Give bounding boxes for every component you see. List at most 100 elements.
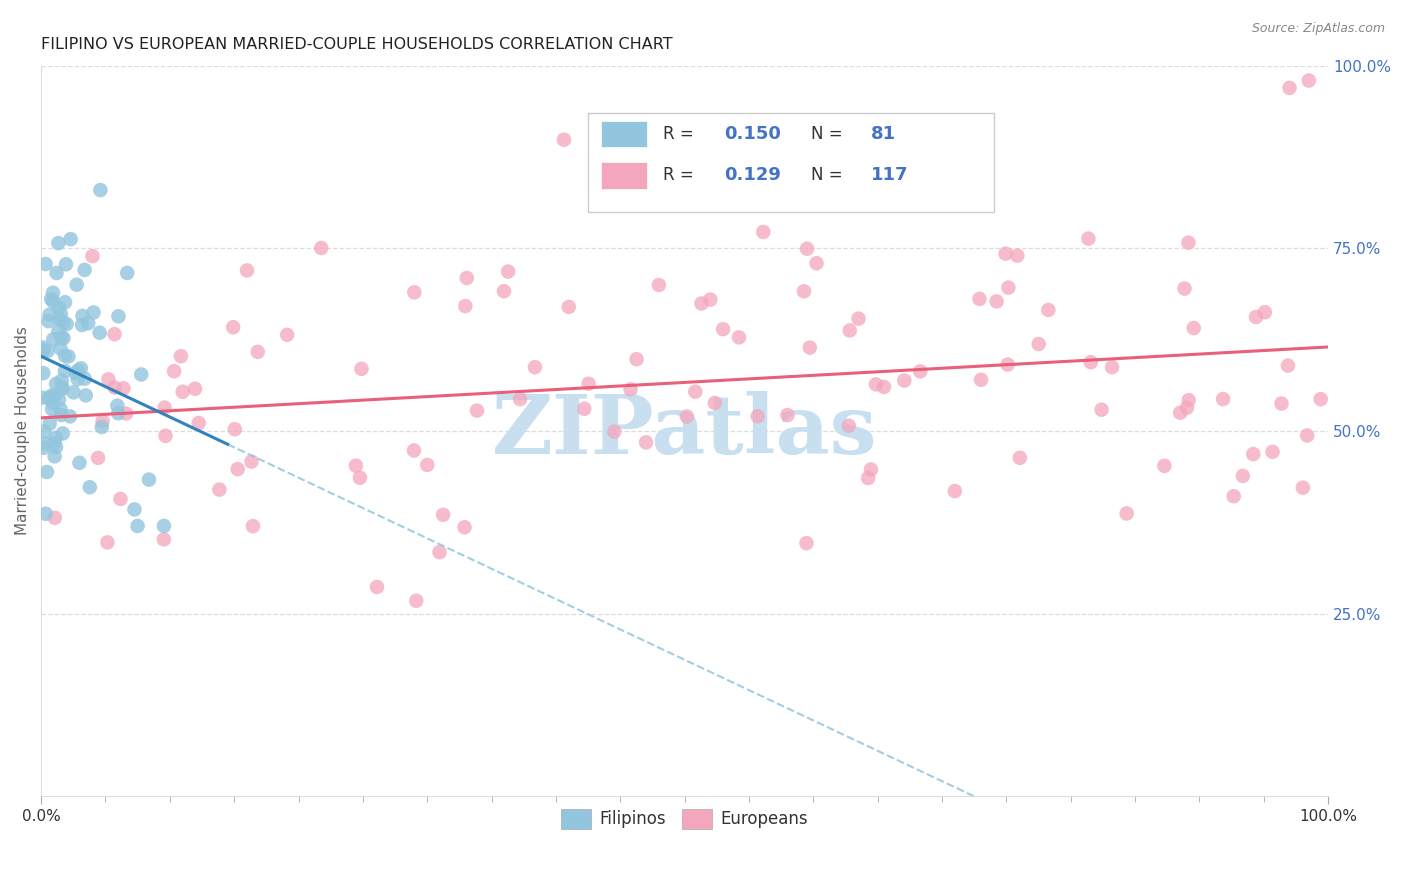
Point	[1278, 81, 1301, 95]
Point	[1232, 468, 1254, 483]
Point	[172, 384, 194, 399]
Point	[208, 483, 231, 497]
Point	[402, 443, 425, 458]
Point	[153, 533, 176, 547]
Point	[796, 242, 818, 256]
Point	[45, 431, 67, 445]
Point	[184, 382, 207, 396]
Point	[104, 381, 127, 395]
Point	[37, 314, 59, 328]
Point	[41, 395, 63, 409]
Text: R =: R =	[662, 125, 699, 143]
Point	[48, 312, 70, 326]
Point	[45, 376, 67, 391]
Point	[44, 450, 66, 464]
Point	[1101, 360, 1123, 375]
Point	[848, 311, 870, 326]
Point	[222, 320, 245, 334]
Point	[96, 535, 118, 549]
Point	[1177, 235, 1199, 250]
Point	[91, 414, 114, 428]
Point	[838, 323, 860, 337]
Point	[703, 396, 725, 410]
Point	[46, 324, 69, 338]
Point	[523, 360, 546, 375]
Point	[1080, 355, 1102, 369]
Point	[89, 326, 111, 340]
Point	[163, 364, 186, 378]
Point	[1175, 401, 1198, 415]
Point	[574, 401, 596, 416]
Point	[155, 429, 177, 443]
FancyBboxPatch shape	[600, 162, 647, 188]
Point	[1177, 393, 1199, 408]
Point	[1168, 406, 1191, 420]
Point	[752, 225, 775, 239]
FancyBboxPatch shape	[600, 120, 647, 147]
Point	[969, 292, 991, 306]
Point	[52, 426, 75, 441]
Text: N =: N =	[811, 125, 848, 143]
Point	[224, 422, 246, 436]
Point	[32, 366, 55, 380]
Text: FILIPINO VS EUROPEAN MARRIED-COUPLE HOUSEHOLDS CORRELATION CHART: FILIPINO VS EUROPEAN MARRIED-COUPLE HOUS…	[41, 37, 672, 53]
Point	[55, 257, 77, 271]
Point	[82, 249, 104, 263]
Point	[48, 236, 70, 251]
Point	[72, 309, 94, 323]
Point	[799, 341, 821, 355]
Point	[1091, 402, 1114, 417]
Point	[558, 300, 581, 314]
Text: 81: 81	[872, 125, 897, 143]
FancyBboxPatch shape	[588, 113, 994, 212]
Point	[31, 391, 53, 405]
Point	[48, 392, 70, 407]
Point	[1298, 73, 1320, 87]
Point	[129, 368, 152, 382]
Point	[1212, 392, 1234, 406]
Point	[124, 502, 146, 516]
Point	[52, 316, 75, 330]
Point	[39, 292, 62, 306]
Point	[793, 285, 815, 299]
Point	[66, 277, 89, 292]
Point	[70, 318, 93, 332]
Point	[1277, 359, 1299, 373]
Point	[44, 510, 66, 524]
Point	[1261, 444, 1284, 458]
Point	[454, 299, 477, 313]
Point	[838, 418, 860, 433]
Point	[1244, 310, 1267, 324]
Point	[1115, 507, 1137, 521]
Point	[90, 420, 112, 434]
Point	[77, 316, 100, 330]
Point	[187, 416, 209, 430]
Point	[997, 280, 1019, 294]
Point	[67, 363, 90, 377]
Point	[456, 271, 478, 285]
Point	[236, 263, 259, 277]
Point	[42, 332, 65, 346]
Point	[83, 305, 105, 319]
Point	[509, 392, 531, 406]
Point	[242, 519, 264, 533]
Point	[115, 407, 138, 421]
Point	[49, 402, 72, 417]
Point	[1292, 481, 1315, 495]
Point	[970, 373, 993, 387]
Point	[53, 295, 76, 310]
Point	[97, 372, 120, 386]
Point	[59, 409, 82, 424]
Point	[1153, 458, 1175, 473]
Point	[49, 408, 72, 422]
Point	[1182, 321, 1205, 335]
Point	[349, 471, 371, 485]
Point	[45, 440, 67, 454]
Point	[42, 294, 65, 309]
Point	[35, 507, 58, 521]
Y-axis label: Married-couple Households: Married-couple Households	[15, 326, 30, 535]
Point	[226, 462, 249, 476]
Point	[1254, 305, 1277, 319]
Point	[806, 256, 828, 270]
Point	[603, 425, 626, 439]
